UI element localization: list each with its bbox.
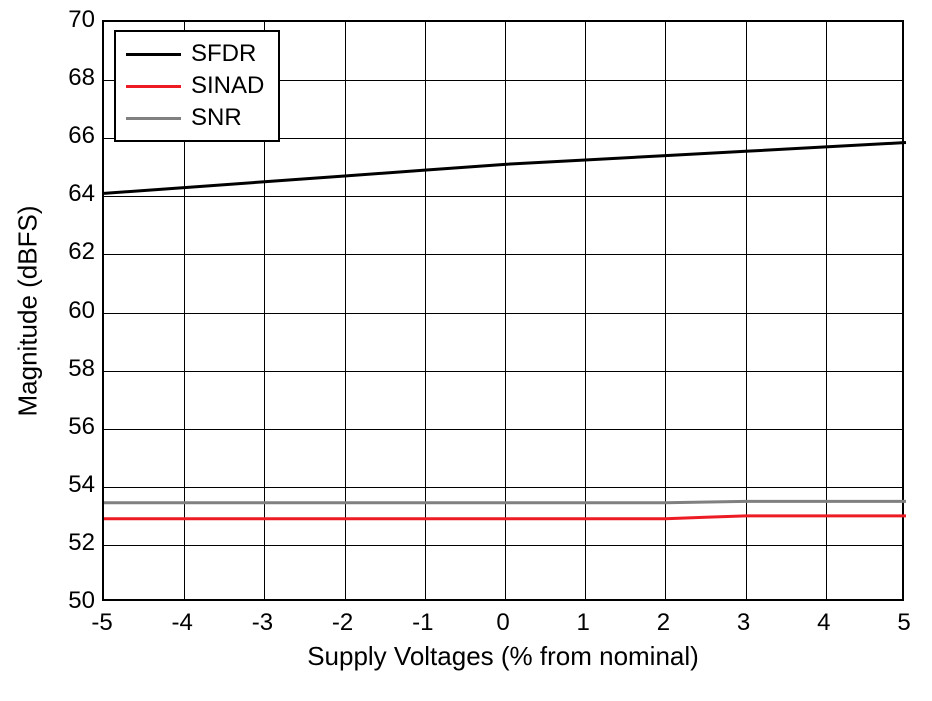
legend: SFDR SINAD SNR: [114, 30, 280, 142]
grid-line-h: [104, 487, 902, 488]
x-axis-label: Supply Voltages (% from nominal): [307, 641, 699, 672]
grid-line-h: [104, 545, 902, 546]
grid-line-h: [104, 196, 902, 197]
legend-swatch: [126, 117, 181, 120]
x-tick-label: 4: [817, 609, 830, 637]
x-tick-label: -4: [172, 609, 193, 637]
grid-line-h: [104, 313, 902, 314]
legend-label: SFDR: [191, 40, 256, 68]
x-tick-label: -2: [332, 609, 353, 637]
grid-line-v: [665, 22, 666, 599]
y-tick-label: 60: [57, 297, 95, 325]
legend-swatch: [126, 85, 181, 88]
legend-item: SNR: [126, 102, 264, 134]
grid-line-h: [104, 371, 902, 372]
x-tick-label: -1: [412, 609, 433, 637]
legend-item: SINAD: [126, 70, 264, 102]
y-tick-label: 54: [57, 471, 95, 499]
y-tick-label: 68: [57, 64, 95, 92]
y-tick-label: 64: [57, 180, 95, 208]
x-tick-label: 5: [897, 609, 910, 637]
legend-label: SINAD: [191, 72, 264, 100]
y-tick-label: 70: [57, 6, 95, 34]
grid-line-v: [425, 22, 426, 599]
y-tick-label: 52: [57, 529, 95, 557]
y-axis-label: Magnitude (dBFS): [13, 205, 44, 416]
x-tick-label: -3: [252, 609, 273, 637]
grid-line-v: [585, 22, 586, 599]
grid-line-v: [826, 22, 827, 599]
grid-line-h: [104, 429, 902, 430]
y-tick-label: 66: [57, 122, 95, 150]
y-tick-label: 56: [57, 413, 95, 441]
y-tick-label: 58: [57, 355, 95, 383]
chart-container: Magnitude (dBFS) Supply Voltages (% from…: [0, 0, 932, 701]
legend-item: SFDR: [126, 38, 264, 70]
grid-line-h: [104, 254, 902, 255]
legend-swatch: [126, 53, 181, 56]
x-tick-label: 0: [496, 609, 509, 637]
y-tick-label: 62: [57, 238, 95, 266]
y-tick-label: 50: [57, 587, 95, 615]
grid-line-v: [345, 22, 346, 599]
grid-line-v: [746, 22, 747, 599]
x-tick-label: 2: [657, 609, 670, 637]
legend-label: SNR: [191, 104, 242, 132]
x-tick-label: 3: [737, 609, 750, 637]
grid-line-v: [505, 22, 506, 599]
x-tick-label: 1: [577, 609, 590, 637]
